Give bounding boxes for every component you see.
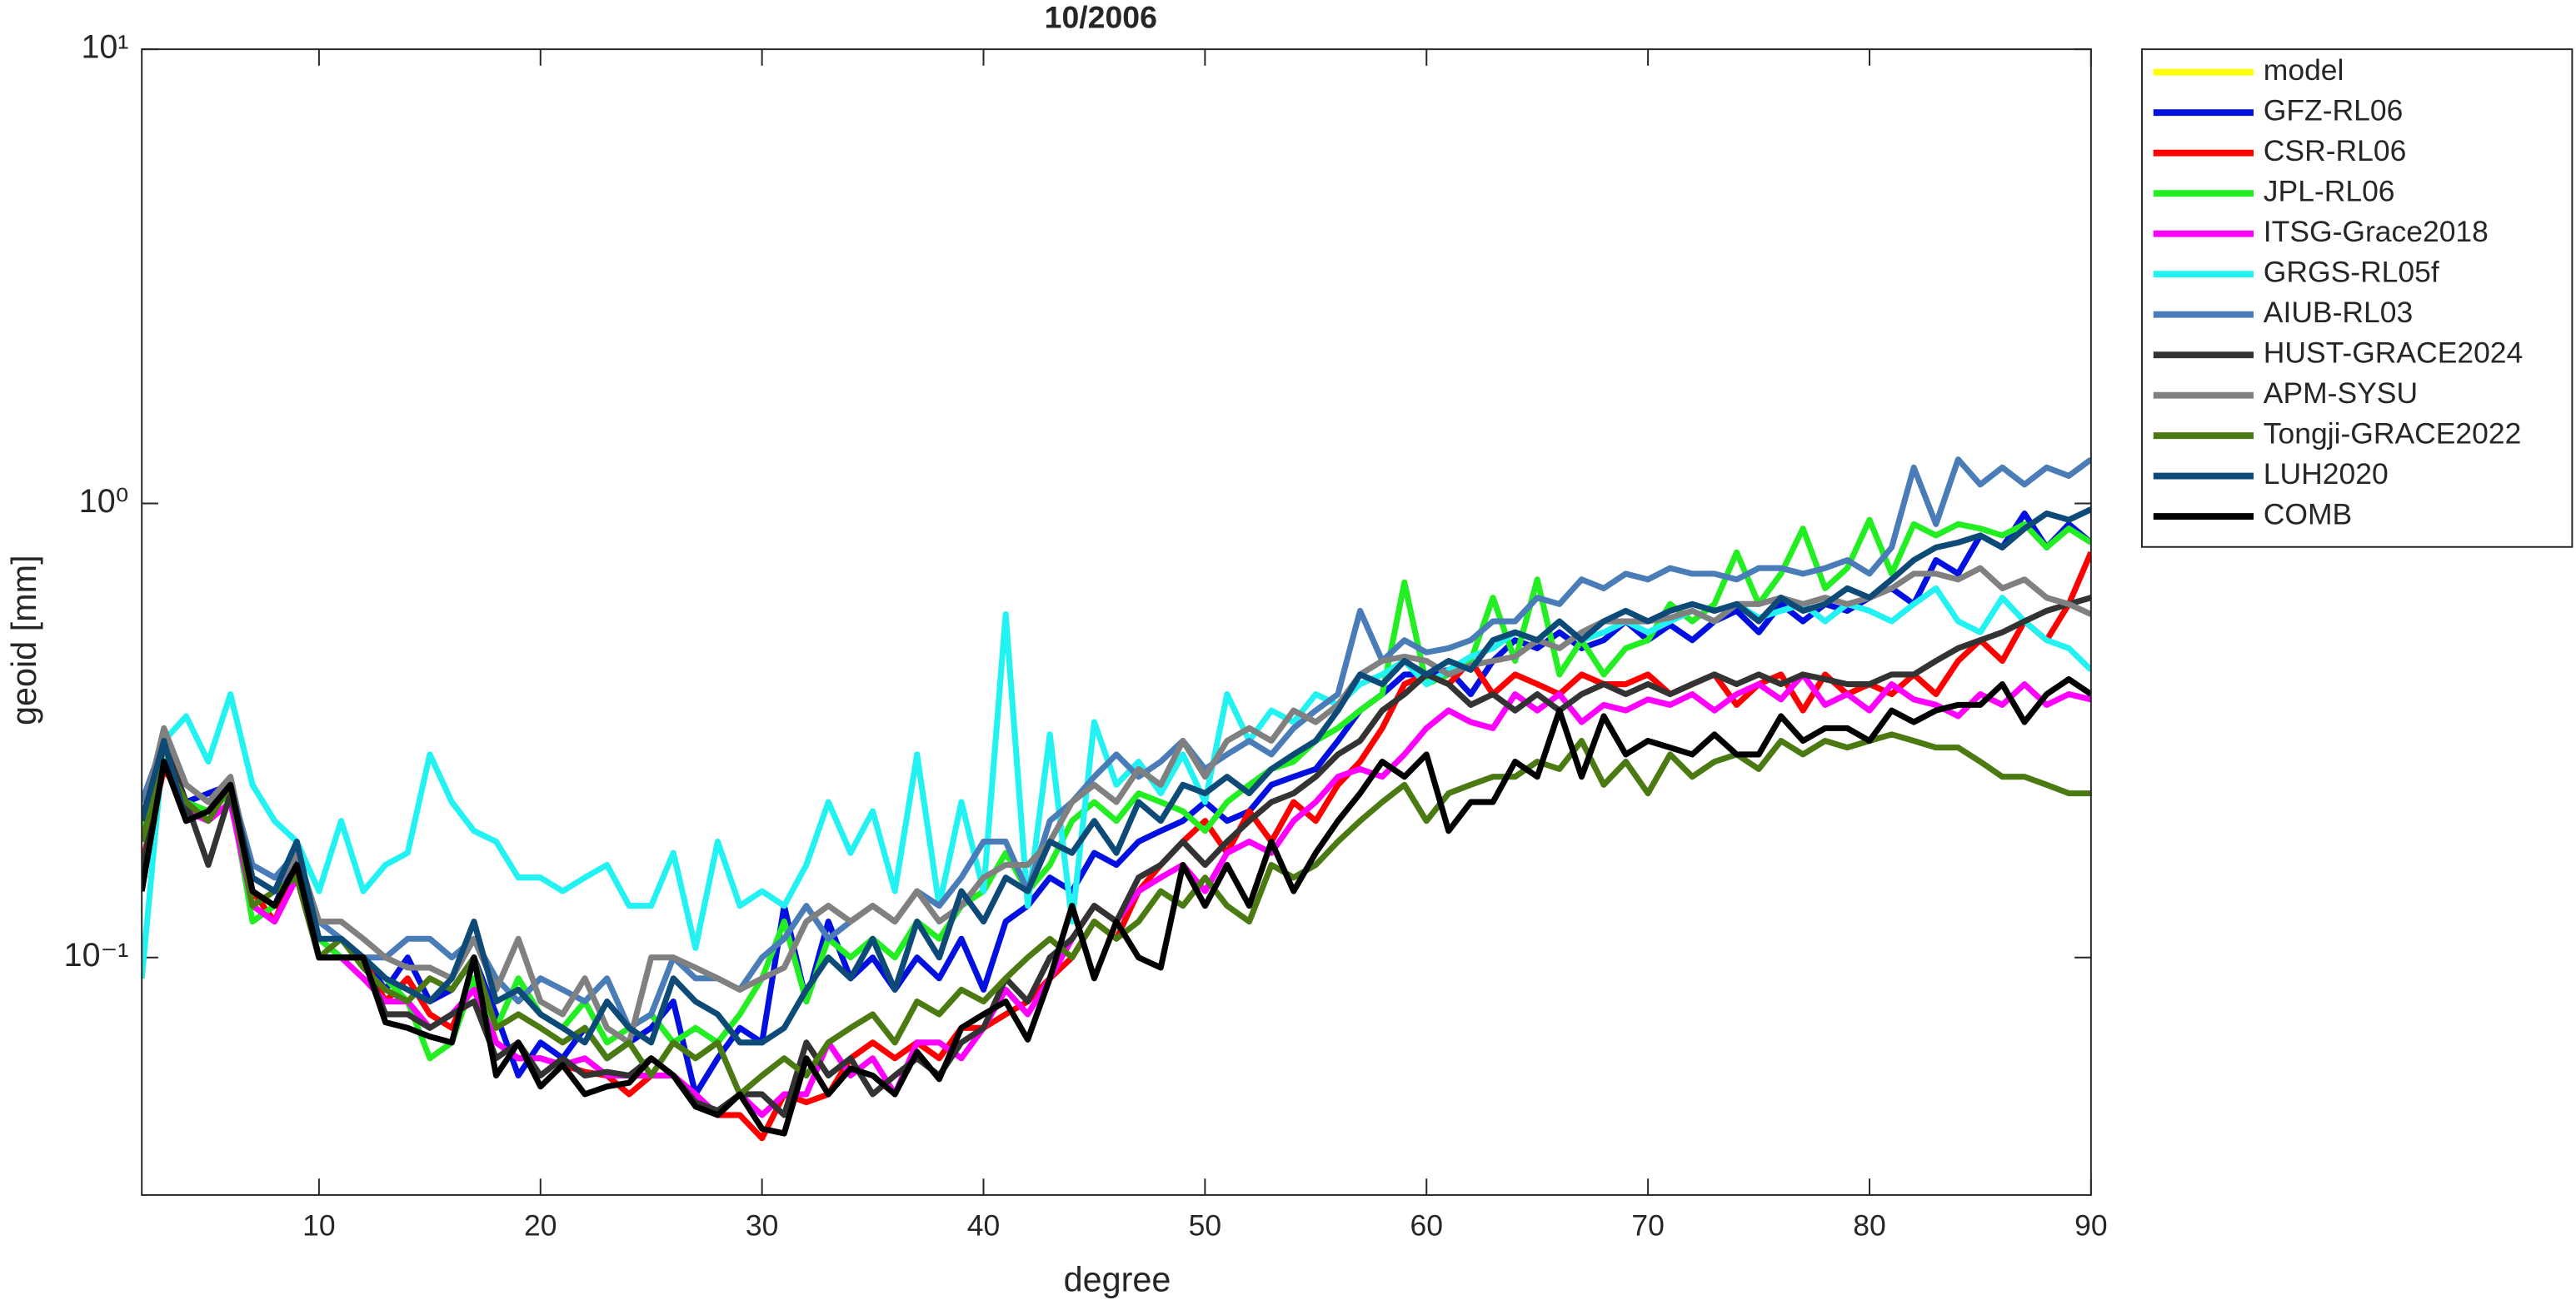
- x-tick-label: 80: [1853, 1209, 1885, 1243]
- legend-label: GRGS-RL05f: [2264, 256, 2439, 289]
- legend-label: model: [2264, 53, 2344, 87]
- y-tick-label: 10⁻¹: [64, 937, 129, 974]
- legend-label: APM-SYSU: [2264, 376, 2418, 410]
- x-axis-label: degree: [1064, 1260, 1171, 1298]
- plot-frame: [141, 48, 2092, 1196]
- x-tick-label: 20: [524, 1209, 557, 1243]
- legend-label: Tongji-GRACE2022: [2264, 416, 2522, 450]
- chart-title: 10/2006: [1045, 0, 1157, 35]
- legend-label: AIUB-RL03: [2264, 296, 2413, 329]
- series-line: [142, 676, 2091, 1137]
- series-line: [142, 731, 2091, 1098]
- legend-box: [2140, 48, 2574, 548]
- x-tick-label: 60: [1410, 1209, 1443, 1243]
- legend-label: LUH2020: [2264, 457, 2389, 491]
- y-tick-label: 10¹: [81, 29, 128, 66]
- series-line: [142, 506, 2091, 1046]
- legend-label: COMB: [2264, 497, 2352, 530]
- x-tick-label: 50: [1189, 1209, 1221, 1243]
- x-tick-label: 90: [2074, 1209, 2107, 1243]
- y-tick-label: 10⁰: [79, 483, 129, 520]
- legend-label: HUST-GRACE2024: [2264, 336, 2523, 370]
- legend-label: JPL-RL06: [2264, 175, 2395, 208]
- legend-label: CSR-RL06: [2264, 134, 2407, 167]
- x-tick-label: 40: [967, 1209, 1000, 1243]
- series-line: [142, 565, 2091, 1046]
- x-tick-label: 30: [746, 1209, 778, 1243]
- legend-label: ITSG-Grace2018: [2264, 215, 2489, 248]
- y-axis-label: geoid [mm]: [5, 555, 43, 725]
- x-tick-label: 10: [302, 1209, 335, 1243]
- x-tick-label: 70: [1631, 1209, 1664, 1243]
- legend-label: GFZ-RL06: [2264, 94, 2404, 127]
